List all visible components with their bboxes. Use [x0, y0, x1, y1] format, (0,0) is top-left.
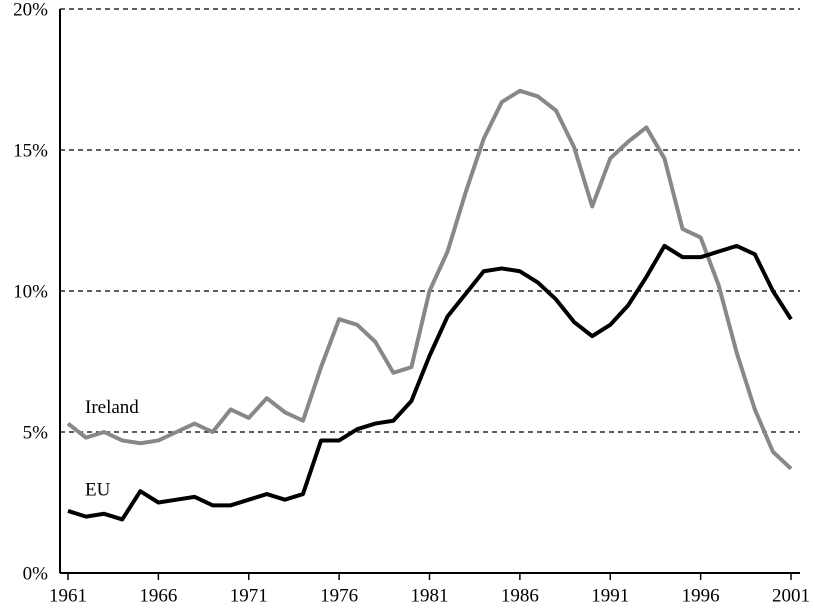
- x-tick-label: 1996: [682, 585, 720, 606]
- x-tick-label: 1986: [501, 585, 539, 606]
- x-tick-label: 1966: [139, 585, 177, 606]
- x-tick-label: 1976: [320, 585, 358, 606]
- x-tick-label: 1961: [49, 585, 87, 606]
- x-tick-label: 1981: [411, 585, 449, 606]
- y-tick-label: 20%: [13, 0, 48, 20]
- x-tick-label: 1971: [230, 585, 268, 606]
- y-tick-label: 15%: [13, 140, 48, 161]
- x-tick-label: 2001: [772, 585, 810, 606]
- series-label: Ireland: [85, 397, 139, 418]
- y-tick-label: 5%: [23, 422, 49, 443]
- series-line: [66, 88, 793, 471]
- y-tick-label: 10%: [13, 281, 48, 302]
- series-label: EU: [85, 479, 111, 500]
- y-tick-label: 0%: [23, 563, 49, 584]
- x-tick-label: 1991: [591, 585, 629, 606]
- series-line: [67, 243, 793, 522]
